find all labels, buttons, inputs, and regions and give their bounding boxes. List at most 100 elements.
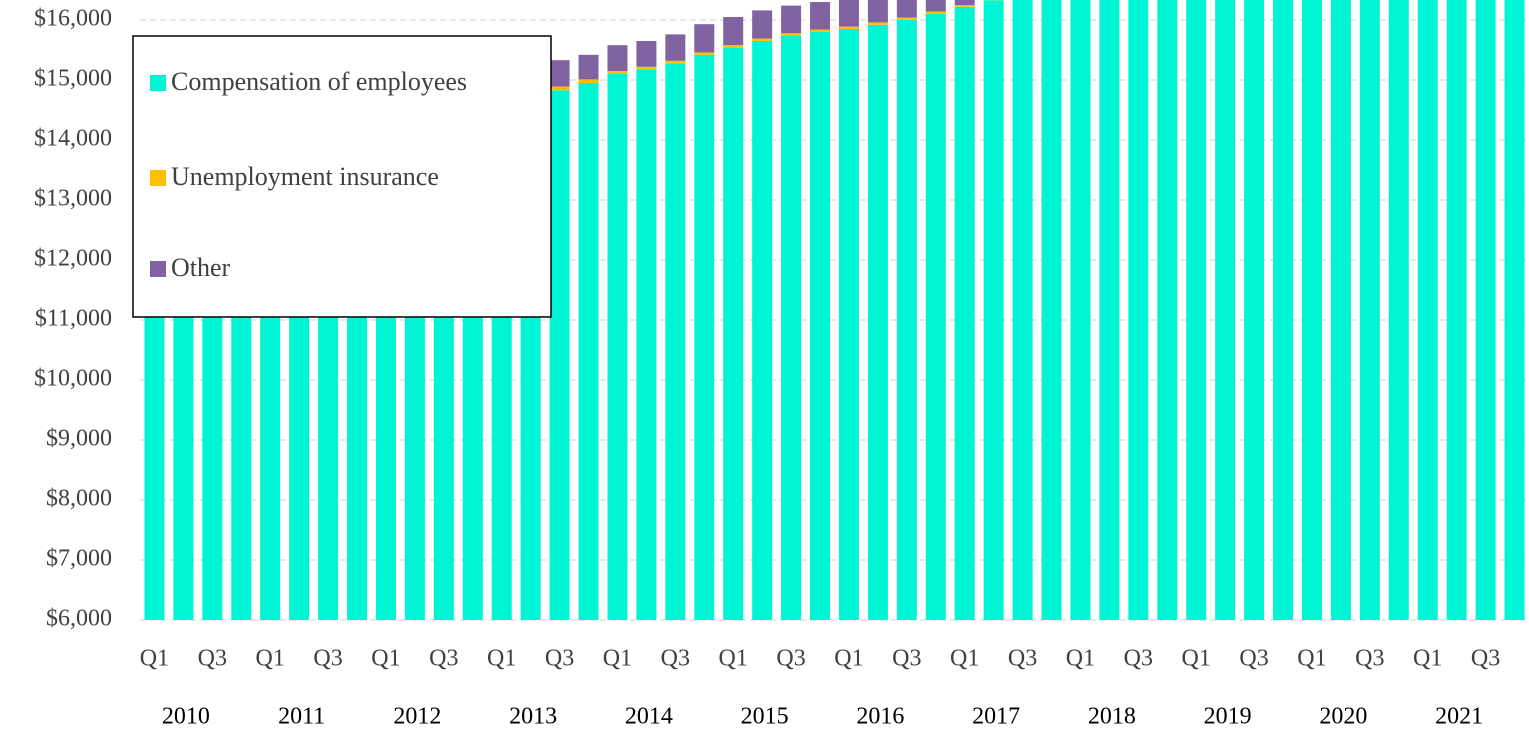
- bar-segment: [1157, 0, 1178, 620]
- bar-segment: [665, 60, 686, 64]
- y-tick-label: $7,000: [46, 546, 112, 572]
- bar-segment: [983, 0, 1004, 620]
- bar-segment: [838, 26, 859, 29]
- bar-segment: [896, 0, 917, 18]
- y-tick-label: $11,000: [35, 306, 112, 332]
- x-tick-label: Q3: [545, 646, 574, 672]
- bar-segment: [549, 60, 570, 87]
- bar-segment: [636, 69, 657, 620]
- legend-label: Unemployment insurance: [171, 162, 439, 191]
- y-tick-label: $8,000: [46, 486, 112, 512]
- bar-segment: [578, 54, 599, 80]
- bar-segment: [578, 79, 599, 83]
- bar-segment: [665, 63, 686, 620]
- bar-segment: [810, 32, 831, 620]
- bar-segment: [694, 54, 715, 621]
- bar-segment: [1301, 0, 1322, 620]
- year-label: 2019: [1204, 704, 1252, 730]
- x-tick-label: Q3: [1124, 646, 1153, 672]
- x-tick-label: Q3: [313, 646, 342, 672]
- year-label: 2010: [162, 704, 210, 730]
- bar-segment: [607, 74, 628, 620]
- legend-swatch: [150, 261, 166, 277]
- x-tick-label: Q1: [950, 646, 979, 672]
- year-label: 2014: [625, 704, 673, 730]
- bar-segment: [781, 35, 802, 621]
- bar-segment: [1388, 0, 1409, 620]
- x-tick-label: Q1: [603, 646, 632, 672]
- year-label: 2016: [856, 704, 904, 730]
- bar-segment: [723, 17, 744, 46]
- x-tick-label: Q1: [1413, 646, 1442, 672]
- y-tick-label: $13,000: [34, 186, 112, 212]
- y-tick-label: $6,000: [46, 606, 112, 632]
- bar-segment: [636, 41, 657, 67]
- bar-segment: [810, 2, 831, 30]
- year-label: 2018: [1088, 704, 1136, 730]
- bar-segment: [607, 45, 628, 71]
- x-tick-label: Q1: [1297, 646, 1326, 672]
- bar-segment: [723, 45, 744, 48]
- y-tick-label: $10,000: [34, 366, 112, 392]
- x-tick-label: Q3: [776, 646, 805, 672]
- bar-segment: [1128, 0, 1149, 620]
- x-tick-label: Q1: [487, 646, 516, 672]
- bar-segment: [1273, 0, 1294, 621]
- bar-segment: [1070, 0, 1091, 621]
- bar-segment: [549, 90, 570, 620]
- bar-segment: [1417, 0, 1438, 620]
- y-tick-label: $9,000: [46, 426, 112, 452]
- bar-segment: [781, 33, 802, 36]
- bar-segment: [1041, 0, 1062, 620]
- bar-segment: [1012, 0, 1033, 621]
- bar-segment: [838, 0, 859, 27]
- x-tick-label: Q3: [429, 646, 458, 672]
- year-label: 2020: [1319, 704, 1367, 730]
- bar-segment: [1099, 0, 1120, 621]
- bar-segment: [752, 10, 773, 39]
- bar-segment: [549, 86, 570, 91]
- bar-segment: [1330, 0, 1351, 621]
- bar-segment: [607, 71, 628, 74]
- bar-segment: [925, 0, 946, 12]
- bar-segment: [867, 22, 888, 25]
- x-tick-label: Q3: [1471, 646, 1500, 672]
- y-tick-label: $14,000: [34, 126, 112, 152]
- bar-segment: [1446, 0, 1467, 620]
- legend-label: Other: [171, 253, 231, 282]
- bar-segment: [752, 38, 773, 41]
- bar-segment: [867, 0, 888, 23]
- bar-segment: [694, 24, 715, 53]
- y-tick-label: $15,000: [34, 66, 112, 92]
- x-tick-label: Q3: [1355, 646, 1384, 672]
- y-tick-label: $12,000: [34, 246, 112, 272]
- bar-segment: [1359, 0, 1380, 621]
- bar-segment: [1244, 0, 1265, 621]
- x-tick-label: Q1: [834, 646, 863, 672]
- year-label: 2012: [393, 704, 441, 730]
- x-tick-label: Q3: [1239, 646, 1268, 672]
- x-tick-label: Q3: [661, 646, 690, 672]
- bar-segment: [636, 66, 657, 70]
- bar-segment: [896, 17, 917, 20]
- x-tick-label: Q1: [1182, 646, 1211, 672]
- legend-swatch: [150, 170, 166, 186]
- year-label: 2017: [972, 704, 1020, 730]
- bar-segment: [925, 14, 946, 620]
- x-tick-label: Q1: [1066, 646, 1095, 672]
- year-label: 2011: [278, 704, 325, 730]
- year-label: 2013: [509, 704, 557, 730]
- legend-box: [132, 35, 552, 318]
- year-label: 2015: [741, 704, 789, 730]
- x-tick-label: Q3: [198, 646, 227, 672]
- bar-segment: [954, 0, 975, 5]
- legend-swatch: [150, 75, 166, 91]
- bar-segment: [723, 47, 744, 621]
- bar-segment: [954, 5, 975, 7]
- x-tick-label: Q3: [1008, 646, 1037, 672]
- year-label: 2021: [1435, 704, 1483, 730]
- x-tick-label: Q1: [719, 646, 748, 672]
- bar-segment: [1504, 0, 1525, 621]
- bar-segment: [838, 29, 859, 620]
